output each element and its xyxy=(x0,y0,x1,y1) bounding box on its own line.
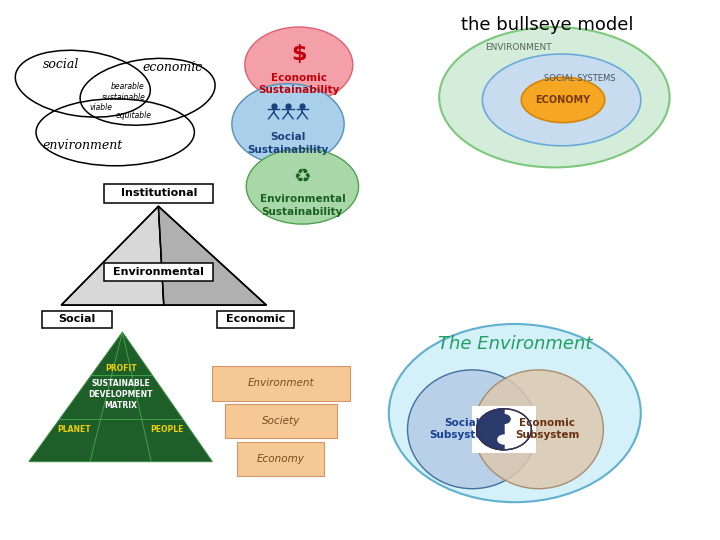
FancyBboxPatch shape xyxy=(225,404,337,438)
FancyBboxPatch shape xyxy=(104,263,213,281)
Text: PLANET: PLANET xyxy=(57,425,91,434)
Text: ♻: ♻ xyxy=(294,167,311,186)
Ellipse shape xyxy=(245,27,353,103)
Text: Economic
Subsystem: Economic Subsystem xyxy=(515,418,580,440)
Text: environment: environment xyxy=(42,139,123,152)
Circle shape xyxy=(497,414,510,424)
Text: Institutional: Institutional xyxy=(120,188,197,198)
Ellipse shape xyxy=(439,27,670,167)
Circle shape xyxy=(497,434,510,445)
Text: SOCIAL SYSTEMS: SOCIAL SYSTEMS xyxy=(544,74,616,83)
Text: Social
Subsystem: Social Subsystem xyxy=(429,418,494,440)
Text: ECONOMY: ECONOMY xyxy=(536,95,590,105)
Polygon shape xyxy=(29,332,212,462)
Polygon shape xyxy=(477,409,504,450)
Text: Environmental: Environmental xyxy=(113,267,204,277)
Text: Economic
Sustainability: Economic Sustainability xyxy=(258,73,340,95)
Text: equitable: equitable xyxy=(116,111,152,120)
Text: Economy: Economy xyxy=(257,454,305,464)
Ellipse shape xyxy=(482,54,641,146)
FancyBboxPatch shape xyxy=(212,366,350,401)
FancyBboxPatch shape xyxy=(217,310,294,328)
Ellipse shape xyxy=(474,370,603,489)
Ellipse shape xyxy=(521,77,605,123)
Circle shape xyxy=(477,409,531,450)
Text: ENVIRONMENT: ENVIRONMENT xyxy=(485,43,552,52)
Text: social: social xyxy=(43,58,79,71)
Text: Environment: Environment xyxy=(248,379,314,388)
Text: The Environment: The Environment xyxy=(438,335,592,353)
Polygon shape xyxy=(61,206,164,305)
Text: Environmental
Sustainability: Environmental Sustainability xyxy=(259,194,346,217)
FancyBboxPatch shape xyxy=(238,442,324,476)
Ellipse shape xyxy=(408,370,537,489)
Polygon shape xyxy=(158,206,266,305)
Text: the bullseye model: the bullseye model xyxy=(461,16,634,34)
Ellipse shape xyxy=(232,84,344,165)
Text: $: $ xyxy=(291,44,307,64)
Text: SUSTAINABLE
DEVELOPMENT
MATRIX: SUSTAINABLE DEVELOPMENT MATRIX xyxy=(89,379,153,410)
FancyBboxPatch shape xyxy=(472,406,536,453)
Text: Economic: Economic xyxy=(226,314,285,324)
Text: Society: Society xyxy=(261,416,300,426)
Text: Social: Social xyxy=(58,314,96,324)
Ellipse shape xyxy=(246,148,359,224)
Text: economic: economic xyxy=(143,61,203,74)
Text: PEOPLE: PEOPLE xyxy=(150,425,184,434)
Text: PROFIT: PROFIT xyxy=(105,364,136,373)
FancyBboxPatch shape xyxy=(42,310,112,328)
Text: Social
Sustainability: Social Sustainability xyxy=(247,132,329,154)
FancyBboxPatch shape xyxy=(104,184,213,202)
Ellipse shape xyxy=(389,324,641,502)
Text: viable: viable xyxy=(89,104,112,112)
Text: bearable: bearable xyxy=(111,82,144,91)
Text: sustainable: sustainable xyxy=(102,93,145,102)
